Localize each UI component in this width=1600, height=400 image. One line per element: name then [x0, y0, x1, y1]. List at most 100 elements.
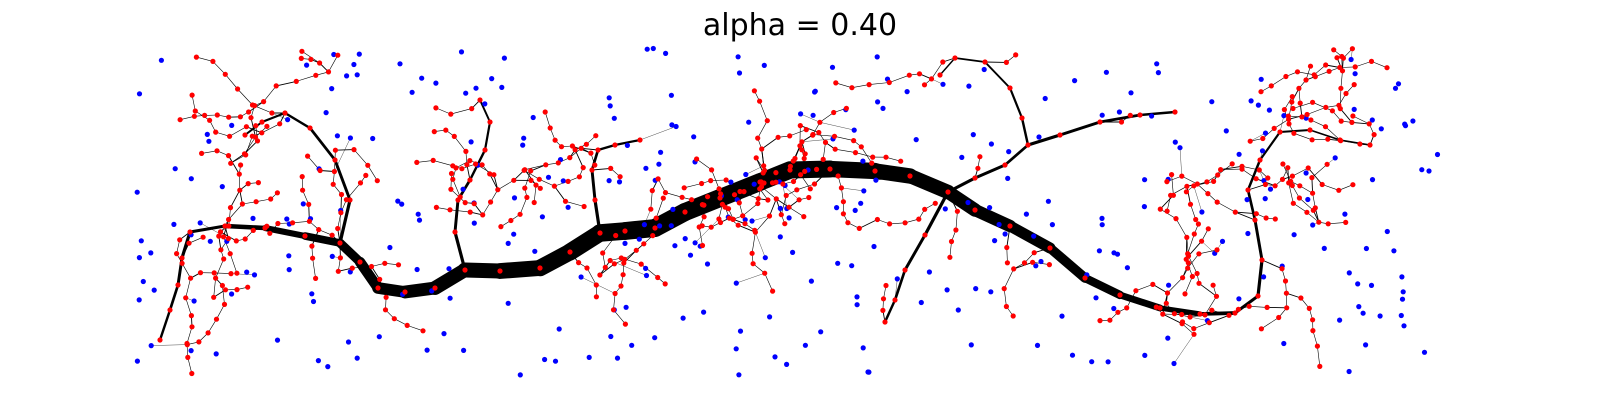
red-node	[1004, 244, 1010, 251]
blue-node	[622, 240, 628, 246]
red-node	[637, 137, 643, 143]
blue-node	[860, 158, 866, 164]
blue-node	[701, 309, 707, 315]
red-node	[1349, 119, 1355, 125]
red-node	[433, 105, 439, 111]
red-node	[611, 261, 618, 267]
red-node	[552, 137, 558, 143]
red-node	[802, 151, 808, 157]
red-node	[307, 125, 313, 131]
red-node	[1307, 63, 1314, 69]
red-node	[638, 261, 644, 267]
red-node	[202, 112, 208, 118]
red-node	[487, 119, 493, 125]
blue-node	[415, 211, 421, 217]
branch-edge	[1188, 240, 1203, 257]
red-node	[773, 196, 779, 202]
branch-edge	[351, 266, 372, 269]
link-edge	[1250, 132, 1266, 142]
blue-node	[643, 265, 649, 271]
red-node	[1007, 223, 1013, 229]
branch-edge	[1126, 290, 1137, 309]
red-node	[799, 139, 805, 145]
red-node	[430, 157, 436, 163]
branch-edge	[683, 183, 702, 189]
blue-node	[849, 263, 855, 269]
red-node	[349, 265, 355, 271]
branch-edge	[435, 107, 452, 115]
blue-node	[1262, 130, 1269, 136]
red-node	[1289, 182, 1295, 189]
red-node	[234, 287, 240, 293]
red-node	[811, 181, 818, 187]
red-node	[581, 203, 587, 210]
blue-node	[1281, 113, 1287, 119]
blue-node	[473, 85, 479, 91]
red-node	[1283, 73, 1289, 80]
blue-node	[344, 73, 350, 79]
blue-node	[1356, 304, 1362, 310]
red-node	[300, 187, 306, 193]
blue-node	[965, 199, 971, 206]
branch-edge	[1288, 114, 1308, 120]
red-node	[242, 132, 248, 138]
red-node	[705, 194, 711, 200]
blue-node	[511, 231, 517, 237]
blue-node	[736, 372, 742, 378]
branch-edge	[489, 173, 499, 191]
red-node	[351, 147, 357, 153]
red-node	[892, 297, 898, 303]
blue-node	[746, 119, 752, 125]
blue-node	[1219, 238, 1226, 244]
branch-edge	[640, 263, 659, 278]
blue-node	[1395, 81, 1402, 87]
link-edge	[1279, 115, 1285, 133]
blue-node	[552, 358, 559, 364]
branch-edge	[201, 150, 218, 154]
blue-node	[940, 81, 946, 87]
red-node	[1213, 293, 1220, 299]
red-node	[1366, 121, 1372, 127]
blue-node	[458, 49, 465, 55]
channel-edge	[954, 57, 986, 63]
red-node	[524, 194, 530, 200]
red-node	[1271, 125, 1277, 131]
red-node	[699, 242, 706, 249]
channel-edge	[180, 230, 192, 260]
blue-node	[767, 314, 773, 320]
red-node	[872, 168, 878, 174]
red-node	[189, 370, 195, 377]
red-node	[245, 181, 251, 187]
red-node	[593, 294, 600, 300]
branch-edge	[751, 231, 756, 254]
red-node	[245, 284, 251, 290]
blue-node	[565, 204, 571, 210]
blue-node	[1049, 222, 1055, 228]
red-node	[450, 176, 456, 182]
branch-edge	[1220, 165, 1243, 171]
blue-node	[520, 142, 526, 148]
blue-node	[171, 221, 177, 227]
branch-edge	[1003, 268, 1015, 289]
red-node	[1264, 304, 1270, 310]
red-node	[822, 139, 829, 145]
blue-node	[356, 51, 362, 57]
red-node	[723, 177, 729, 183]
red-node	[838, 185, 845, 191]
channel-edge	[1246, 188, 1257, 222]
red-node	[880, 307, 886, 313]
red-node	[719, 201, 726, 207]
red-node	[1011, 266, 1017, 272]
branch-edge	[228, 203, 243, 220]
red-node	[945, 189, 951, 195]
channel-edge	[1253, 218, 1264, 262]
red-node	[1284, 305, 1290, 311]
blue-node	[251, 272, 258, 278]
red-node	[1253, 176, 1259, 182]
red-node	[213, 275, 219, 281]
red-node	[1184, 183, 1190, 189]
red-node	[391, 316, 397, 322]
trunk-edge	[902, 168, 956, 200]
red-node	[740, 213, 746, 219]
blue-node	[751, 181, 757, 187]
